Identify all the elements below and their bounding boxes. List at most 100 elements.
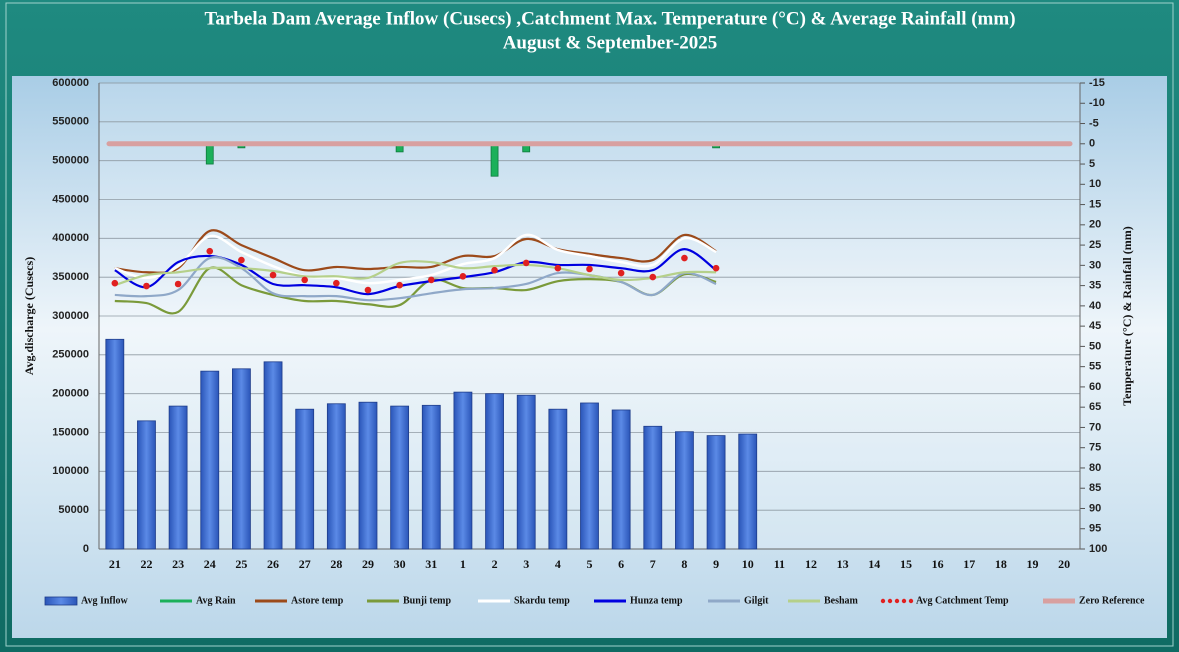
y-tick-label: 450000 <box>52 193 89 205</box>
avg-temp-dot <box>174 280 182 288</box>
legend-label: Avg Catchment Temp <box>916 595 1009 606</box>
avg-temp-dot <box>206 247 214 255</box>
legend-swatch <box>880 598 886 604</box>
inflow-bar <box>580 402 599 550</box>
temp-line <box>114 256 717 302</box>
temp-line <box>114 229 717 274</box>
inflow-bar <box>105 338 125 550</box>
avg-temp-dot <box>333 279 340 287</box>
y-tick-label: 550000 <box>52 116 89 128</box>
avg-temp-dot <box>681 254 688 262</box>
y-tick-label: 500000 <box>52 155 89 167</box>
y-tick-label: 600000 <box>52 77 89 89</box>
y2-tick-label: 100 <box>1089 543 1107 555</box>
x-tick-label: 20 <box>1058 557 1070 571</box>
y2-tick-label: 60 <box>1089 381 1101 393</box>
inflow-bar <box>516 394 536 550</box>
inflow-bar <box>453 391 473 550</box>
inflow-bar <box>168 405 188 550</box>
chart-subtitle: August & September-2025 <box>503 32 718 53</box>
legend-label: Gilgit <box>744 595 769 606</box>
y2-tick-label: 90 <box>1089 502 1101 514</box>
inflow-bar <box>390 405 410 550</box>
x-tick-label: 6 <box>618 557 624 571</box>
x-tick-label: 17 <box>963 557 975 571</box>
avg-temp-dot <box>427 276 435 284</box>
legend-swatch <box>901 598 907 604</box>
x-tick-label: 16 <box>932 557 944 571</box>
rain-bar <box>490 143 499 177</box>
x-tick-label: 10 <box>742 557 754 571</box>
y2-tick-label: 15 <box>1089 198 1101 210</box>
y2-tick-label: 0 <box>1089 138 1095 150</box>
x-tick-label: 3 <box>523 557 529 571</box>
inflow-bar <box>675 431 694 550</box>
y-tick-label: 50000 <box>58 504 89 516</box>
x-tick-label: 24 <box>204 557 216 571</box>
x-tick-label: 27 <box>299 557 311 571</box>
legend-label: Skardu temp <box>514 595 570 606</box>
y2-tick-label: -5 <box>1089 117 1099 129</box>
x-tick-label: 12 <box>805 557 817 571</box>
legend-label: Astore temp <box>291 595 344 606</box>
x-tick-label: 11 <box>774 557 785 571</box>
y-tick-label: 300000 <box>52 310 89 322</box>
y2-tick-label: 40 <box>1089 300 1101 312</box>
y-tick-label: 400000 <box>52 232 89 244</box>
legend-label: Besham <box>824 595 859 606</box>
temp-line <box>114 260 717 287</box>
avg-temp-dot <box>649 273 657 281</box>
y2-tick-label: 20 <box>1089 219 1101 231</box>
x-tick-label: 8 <box>681 557 687 571</box>
x-tick-label: 2 <box>492 557 498 571</box>
y-axis-label: Avg.discharge (Cusecs) <box>22 257 36 375</box>
y2-tick-label: 85 <box>1089 482 1101 494</box>
avg-temp-dot <box>491 266 498 274</box>
inflow-bar <box>738 433 758 550</box>
x-tick-label: 30 <box>394 557 406 571</box>
inflow-bar <box>421 404 441 550</box>
avg-temp-dot <box>301 276 308 284</box>
x-tick-label: 22 <box>140 557 152 571</box>
inflow-bar <box>263 361 283 550</box>
legend-swatch <box>894 598 900 604</box>
y-tick-label: 150000 <box>52 426 89 438</box>
inflow-bar <box>611 409 631 550</box>
x-tick-label: 5 <box>587 557 593 571</box>
x-tick-label: 13 <box>837 557 849 571</box>
x-tick-label: 15 <box>900 557 912 571</box>
inflow-bar <box>295 408 315 550</box>
y2-tick-label: 50 <box>1089 340 1101 352</box>
inflow-bar <box>137 420 156 550</box>
y2-tick-label: 80 <box>1089 462 1101 474</box>
x-tick-label: 29 <box>362 557 374 571</box>
y2-tick-label: 75 <box>1089 442 1101 454</box>
y2-tick-label: 95 <box>1089 523 1101 535</box>
avg-temp-dot <box>143 282 150 290</box>
inflow-bar <box>706 435 726 550</box>
legend-label: Hunza temp <box>630 595 683 606</box>
avg-temp-dot <box>522 259 530 267</box>
temp-line <box>114 248 717 296</box>
y2-tick-label: 10 <box>1089 178 1101 190</box>
x-tick-label: 9 <box>713 557 719 571</box>
y-tick-label: 0 <box>83 543 89 555</box>
y-tick-label: 100000 <box>52 465 89 477</box>
x-tick-label: 19 <box>1027 557 1039 571</box>
legend-label: Avg Rain <box>196 595 236 606</box>
x-tick-label: 28 <box>330 557 342 571</box>
y-tick-label: 250000 <box>52 349 89 361</box>
y2-axis-label: Temperature (°C) & Rainfall (mm) <box>1120 226 1134 405</box>
y2-tick-label: 25 <box>1089 239 1101 251</box>
y2-tick-label: 5 <box>1089 158 1095 170</box>
avg-temp-dot <box>712 264 720 272</box>
inflow-bar <box>548 408 568 550</box>
inflow-bar <box>643 425 663 550</box>
avg-temp-dot <box>459 272 467 280</box>
x-tick-label: 4 <box>555 557 561 571</box>
x-tick-label: 14 <box>868 557 880 571</box>
avg-temp-dot <box>111 279 119 287</box>
y2-tick-label: 45 <box>1089 320 1101 332</box>
legend-label: Avg Inflow <box>81 595 129 606</box>
x-tick-label: 31 <box>425 557 437 571</box>
